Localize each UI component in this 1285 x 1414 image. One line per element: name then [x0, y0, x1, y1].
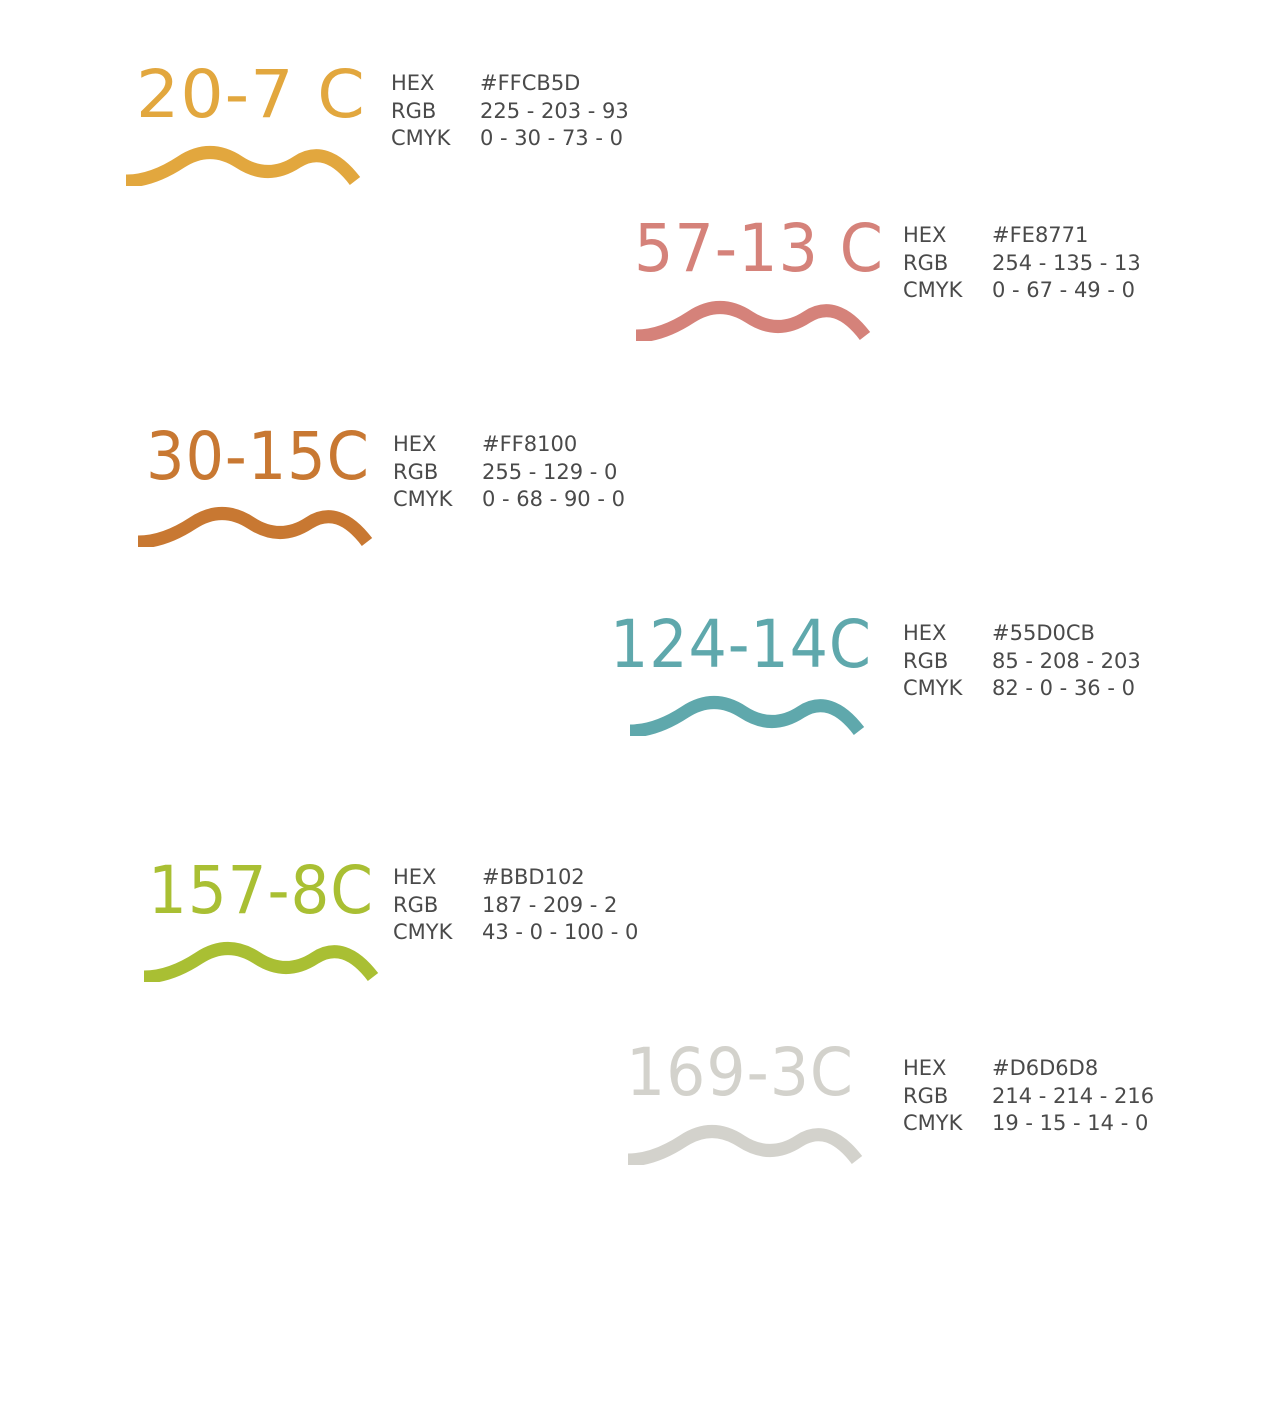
wave-icon: [635, 301, 871, 341]
cmyk-row: CMYK 43 - 0 - 100 - 0: [393, 919, 638, 947]
cmyk-row: CMYK 0 - 67 - 49 - 0: [903, 277, 1141, 305]
hex-label: HEX: [903, 1056, 947, 1080]
rgb-label: RGB: [903, 250, 949, 275]
color-specs: HEX #FE8771 RGB 254 - 135 - 13 CMYK 0 - 67 …: [903, 222, 1141, 305]
wave-icon: [125, 146, 361, 186]
rgb-label: RGB: [903, 648, 949, 673]
color-code: 169-3C: [626, 1034, 854, 1111]
cmyk-value: 43 - 0 - 100 - 0: [482, 920, 639, 944]
rgb-label: RGB: [391, 98, 437, 123]
hex-row: HEX #FE8771: [903, 222, 1141, 250]
cmyk-value: 19 - 15 - 14 - 0: [992, 1111, 1149, 1135]
color-specs: HEX #D6D6D8 RGB 214 - 214 - 216 CMYK 19 - 1…: [903, 1055, 1154, 1138]
cmyk-row: CMYK 82 - 0 - 36 - 0: [903, 675, 1141, 703]
rgb-label: RGB: [393, 892, 439, 917]
hex-value: #FF8100: [482, 432, 578, 456]
color-code: 124-14C: [610, 606, 872, 683]
hex-label: HEX: [903, 223, 947, 247]
cmyk-value: 0 - 67 - 49 - 0: [992, 278, 1135, 302]
cmyk-value: 0 - 30 - 73 - 0: [480, 126, 623, 150]
rgb-value: 214 - 214 - 216: [992, 1083, 1155, 1108]
color-code: 20-7 C: [136, 56, 366, 133]
hex-label: HEX: [393, 865, 437, 889]
rgb-label: RGB: [393, 459, 439, 484]
cmyk-row: CMYK 0 - 68 - 90 - 0: [393, 486, 625, 514]
wave-icon: [629, 696, 865, 736]
hex-label: HEX: [391, 71, 435, 95]
cmyk-value: 0 - 68 - 90 - 0: [482, 487, 625, 511]
rgb-value: 187 - 209 - 2: [482, 892, 618, 917]
rgb-row: RGB 85 - 208 - 203: [903, 648, 1141, 676]
color-specs: HEX #FFCB5D RGB 225 - 203 - 93 CMYK 0 - 30 …: [391, 70, 629, 153]
cmyk-row: CMYK 0 - 30 - 73 - 0: [391, 125, 629, 153]
color-code: 57-13 C: [634, 210, 884, 287]
rgb-label: RGB: [903, 1083, 949, 1108]
rgb-row: RGB 225 - 203 - 93: [391, 98, 629, 126]
rgb-value: 85 - 208 - 203: [992, 648, 1141, 673]
hex-row: HEX #D6D6D8: [903, 1055, 1154, 1083]
color-specs: HEX #55D0CB RGB 85 - 208 - 203 CMYK 82 - 0 …: [903, 620, 1141, 703]
cmyk-label: CMYK: [903, 676, 963, 700]
hex-row: HEX #FF8100: [393, 431, 625, 459]
cmyk-label: CMYK: [903, 278, 963, 302]
rgb-row: RGB 187 - 209 - 2: [393, 892, 638, 920]
hex-value: #D6D6D8: [992, 1056, 1099, 1080]
hex-value: #BBD102: [482, 865, 585, 889]
wave-icon: [143, 942, 379, 982]
rgb-row: RGB 214 - 214 - 216: [903, 1083, 1154, 1111]
rgb-value: 225 - 203 - 93: [480, 98, 629, 123]
rgb-value: 255 - 129 - 0: [482, 459, 618, 484]
hex-value: #FFCB5D: [480, 71, 581, 95]
hex-row: HEX #BBD102: [393, 864, 638, 892]
cmyk-label: CMYK: [393, 487, 453, 511]
cmyk-value: 82 - 0 - 36 - 0: [992, 676, 1135, 700]
wave-icon: [137, 507, 373, 547]
color-specs: HEX #BBD102 RGB 187 - 209 - 2 CMYK 43 - 0 -…: [393, 864, 638, 947]
hex-label: HEX: [903, 621, 947, 645]
rgb-value: 254 - 135 - 13: [992, 250, 1141, 275]
color-code: 30-15C: [146, 418, 370, 495]
cmyk-label: CMYK: [393, 920, 453, 944]
hex-row: HEX #FFCB5D: [391, 70, 629, 98]
hex-value: #FE8771: [992, 223, 1089, 247]
hex-row: HEX #55D0CB: [903, 620, 1141, 648]
rgb-row: RGB 254 - 135 - 13: [903, 250, 1141, 278]
color-code: 157-8C: [148, 852, 374, 929]
hex-label: HEX: [393, 432, 437, 456]
wave-icon: [627, 1125, 863, 1165]
hex-value: #55D0CB: [992, 621, 1095, 645]
cmyk-label: CMYK: [903, 1111, 963, 1135]
cmyk-label: CMYK: [391, 126, 451, 150]
rgb-row: RGB 255 - 129 - 0: [393, 459, 625, 487]
color-specs: HEX #FF8100 RGB 255 - 129 - 0 CMYK 0 - 68 -…: [393, 431, 625, 514]
cmyk-row: CMYK 19 - 15 - 14 - 0: [903, 1110, 1154, 1138]
